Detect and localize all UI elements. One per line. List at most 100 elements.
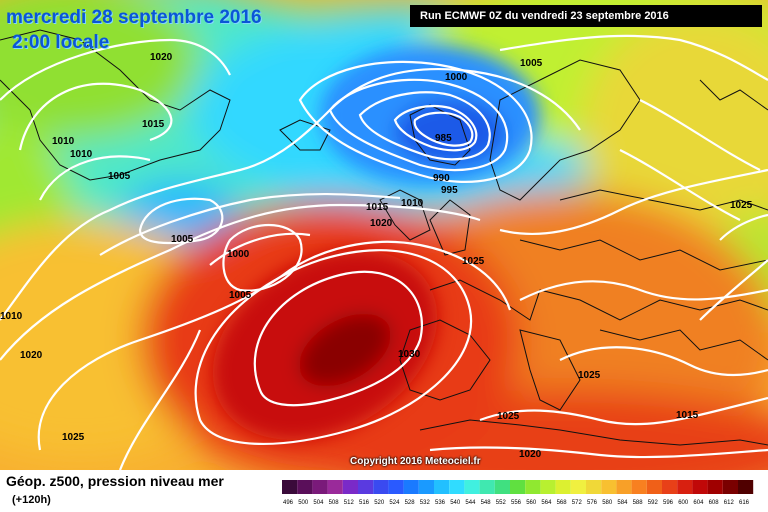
color-scale-label: 540 <box>450 500 461 506</box>
isobar-label: 1025 <box>730 200 753 211</box>
color-swatch <box>510 480 526 494</box>
color-swatch <box>418 480 434 494</box>
color-scale-label: 584 <box>617 500 628 506</box>
isobar-label: 1005 <box>520 58 543 69</box>
color-scale-label: 588 <box>633 500 644 506</box>
color-scale-label: 592 <box>648 500 659 506</box>
color-scale-label: 552 <box>496 500 507 506</box>
map-canvas: 1020 1015 1010 1010 1005 1000 1005 985 9… <box>0 0 768 470</box>
color-scale-label: 572 <box>572 500 583 506</box>
isobar-label: 1010 <box>0 311 23 322</box>
color-swatch <box>662 480 678 494</box>
forecast-time: 2:00 locale <box>12 32 110 53</box>
legend-title: Géop. z500, pression niveau mer <box>6 473 224 489</box>
color-swatch <box>312 480 328 494</box>
color-swatch <box>601 480 617 494</box>
forecast-offset: (+120h) <box>12 494 51 506</box>
isobar-label: 1025 <box>62 432 85 443</box>
color-swatch <box>449 480 465 494</box>
color-swatch <box>297 480 313 494</box>
color-scale-label: 512 <box>344 500 355 506</box>
color-scale-label: 544 <box>465 500 476 506</box>
isobar-label: 1025 <box>497 411 520 422</box>
isobar-label: 1005 <box>229 290 252 301</box>
color-swatch <box>692 480 708 494</box>
color-swatch <box>327 480 343 494</box>
color-swatch <box>707 480 723 494</box>
isobar-label: 1020 <box>519 449 542 460</box>
color-swatch <box>631 480 647 494</box>
color-swatch <box>555 480 571 494</box>
color-swatch <box>616 480 632 494</box>
color-swatch <box>342 480 358 494</box>
color-swatch <box>722 480 738 494</box>
color-scale-label: 580 <box>602 500 613 506</box>
weather-map: 1020 1015 1010 1010 1005 1000 1005 985 9… <box>0 0 768 470</box>
color-swatch <box>494 480 510 494</box>
legend-footer: Géop. z500, pression niveau mer (+120h) … <box>0 470 768 512</box>
isobar-label: 1010 <box>70 149 93 160</box>
isobar-label: 1010 <box>52 136 75 147</box>
isobar-lines <box>0 34 768 470</box>
isobar-label: 1015 <box>142 119 165 130</box>
color-scale-label: 604 <box>693 500 704 506</box>
color-swatch <box>282 480 298 494</box>
model-run-label: Run ECMWF 0Z du vendredi 23 septembre 20… <box>410 5 762 27</box>
isobar-label: 985 <box>435 133 452 144</box>
copyright: Copyright 2016 Meteociel.fr <box>350 456 481 467</box>
color-swatch <box>646 480 662 494</box>
color-swatch <box>464 480 480 494</box>
color-swatch <box>373 480 389 494</box>
isobar-label: 1030 <box>398 349 421 360</box>
color-scale-label: 576 <box>587 500 598 506</box>
color-scale-label: 528 <box>405 500 416 506</box>
isobar-label: 1005 <box>108 171 131 182</box>
isobar-label: 1015 <box>676 410 699 421</box>
isobar-label: 990 <box>433 173 450 184</box>
color-swatch <box>677 480 693 494</box>
color-swatch <box>388 480 404 494</box>
color-swatch <box>525 480 541 494</box>
isobar-label: 1025 <box>462 256 485 267</box>
color-scale-label: 532 <box>420 500 431 506</box>
color-swatch <box>479 480 495 494</box>
color-scale-label: 508 <box>329 500 340 506</box>
color-scale-label: 608 <box>709 500 720 506</box>
color-scale-label: 596 <box>663 500 674 506</box>
color-scale-label: 612 <box>724 500 735 506</box>
color-swatch <box>434 480 450 494</box>
color-swatch <box>586 480 602 494</box>
color-swatch <box>403 480 419 494</box>
color-scale-label: 556 <box>511 500 522 506</box>
color-scale-label: 516 <box>359 500 370 506</box>
isobar-label: 1025 <box>578 370 601 381</box>
color-scale-label: 504 <box>313 500 324 506</box>
isobar-label: 1020 <box>370 218 393 229</box>
color-scale-label: 564 <box>541 500 552 506</box>
color-scale-label: 496 <box>283 500 294 506</box>
isobar-label: 1005 <box>171 234 194 245</box>
color-scale-label: 548 <box>481 500 492 506</box>
color-scale-label: 520 <box>374 500 385 506</box>
color-scale-label: 560 <box>526 500 537 506</box>
color-scale-label: 616 <box>739 500 750 506</box>
color-swatch <box>358 480 374 494</box>
color-scale-label: 536 <box>435 500 446 506</box>
color-scale-label: 524 <box>389 500 400 506</box>
color-scale-label: 600 <box>678 500 689 506</box>
color-swatch <box>570 480 586 494</box>
isobar-label: 1020 <box>20 350 43 361</box>
isobar-label: 1010 <box>401 198 424 209</box>
color-scale-label: 500 <box>298 500 309 506</box>
color-swatch <box>540 480 556 494</box>
color-swatch <box>738 480 754 494</box>
color-scale-label: 568 <box>557 500 568 506</box>
isobar-label: 1000 <box>445 72 468 83</box>
isobar-label: 1020 <box>150 52 173 63</box>
isobar-label: 995 <box>441 185 458 196</box>
color-scale: 496 500 504 508 512 516 520 524 528 532 536 540 544 5… <box>282 480 754 506</box>
isobar-label: 1000 <box>227 249 250 260</box>
isobar-label: 1015 <box>366 202 389 213</box>
forecast-date: mercredi 28 septembre 2016 <box>6 7 262 28</box>
isobar-labels: 1020 1015 1010 1010 1005 1000 1005 985 9… <box>0 52 753 460</box>
